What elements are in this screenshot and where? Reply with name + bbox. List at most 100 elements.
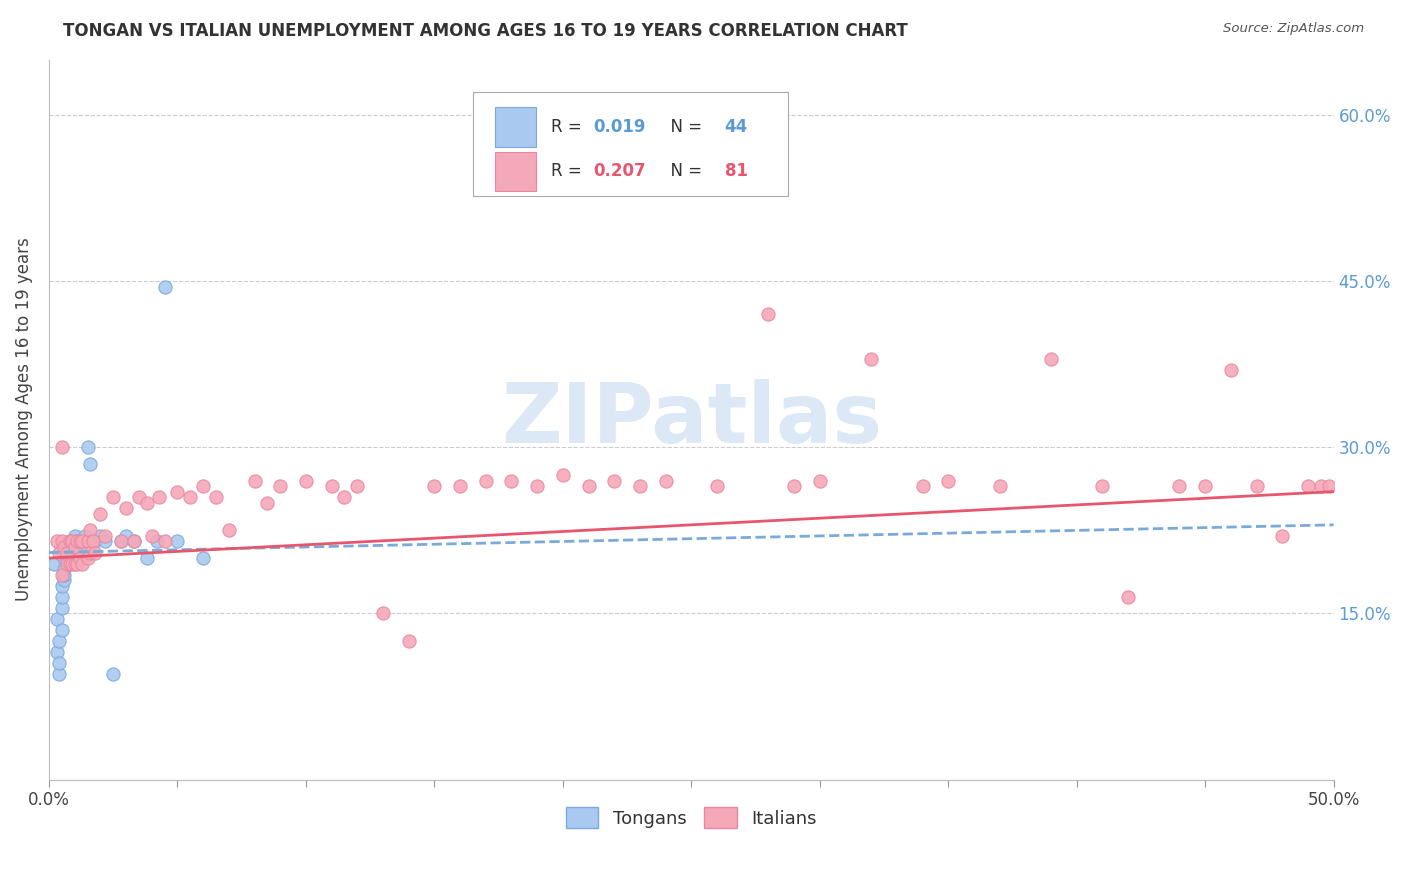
Point bbox=[205, 490, 228, 504]
Point bbox=[63, 557, 86, 571]
Point bbox=[82, 534, 104, 549]
Point bbox=[110, 534, 132, 549]
Text: R =: R = bbox=[551, 118, 588, 136]
Point bbox=[48, 545, 70, 559]
Text: 44: 44 bbox=[724, 118, 748, 136]
Point bbox=[1309, 479, 1331, 493]
Text: TONGAN VS ITALIAN UNEMPLOYMENT AMONG AGES 16 TO 19 YEARS CORRELATION CHART: TONGAN VS ITALIAN UNEMPLOYMENT AMONG AGE… bbox=[63, 22, 908, 40]
Point bbox=[333, 490, 356, 504]
Point bbox=[146, 534, 169, 549]
Point bbox=[79, 524, 101, 538]
Point bbox=[66, 534, 89, 549]
Point bbox=[449, 479, 471, 493]
Point bbox=[860, 351, 883, 366]
Point bbox=[783, 479, 806, 493]
Point bbox=[94, 534, 117, 549]
Point bbox=[135, 496, 157, 510]
Point bbox=[122, 534, 145, 549]
Point bbox=[103, 667, 125, 681]
Point bbox=[60, 557, 83, 571]
Point bbox=[423, 479, 446, 493]
Point bbox=[191, 479, 214, 493]
Point bbox=[53, 573, 76, 587]
Point bbox=[295, 474, 318, 488]
Point bbox=[51, 590, 73, 604]
Text: N =: N = bbox=[661, 162, 707, 180]
Point bbox=[988, 479, 1011, 493]
Point bbox=[1194, 479, 1216, 493]
Point bbox=[936, 474, 959, 488]
Point bbox=[63, 534, 86, 549]
Point bbox=[179, 490, 201, 504]
Point bbox=[321, 479, 343, 493]
Point bbox=[1091, 479, 1114, 493]
Point bbox=[76, 534, 98, 549]
Point bbox=[89, 529, 111, 543]
Point bbox=[191, 551, 214, 566]
Point bbox=[243, 474, 266, 488]
Point bbox=[115, 529, 138, 543]
Point bbox=[115, 501, 138, 516]
Point bbox=[48, 667, 70, 681]
Point bbox=[218, 524, 240, 538]
Point bbox=[66, 557, 89, 571]
Point bbox=[45, 612, 67, 626]
Text: ZIPatlas: ZIPatlas bbox=[501, 379, 882, 460]
Point bbox=[53, 540, 76, 554]
FancyBboxPatch shape bbox=[495, 107, 536, 146]
Point bbox=[148, 490, 170, 504]
Point bbox=[45, 534, 67, 549]
Point bbox=[551, 468, 574, 483]
Point bbox=[398, 634, 420, 648]
Point bbox=[66, 545, 89, 559]
Point bbox=[66, 534, 89, 549]
Point bbox=[63, 540, 86, 554]
Point bbox=[58, 534, 80, 549]
Point bbox=[141, 529, 163, 543]
Point bbox=[526, 479, 548, 493]
Point bbox=[128, 490, 150, 504]
Point bbox=[56, 557, 79, 571]
Point bbox=[51, 567, 73, 582]
Text: 0.019: 0.019 bbox=[593, 118, 647, 136]
Text: 0.207: 0.207 bbox=[593, 162, 647, 180]
Point bbox=[76, 440, 98, 454]
Point bbox=[153, 279, 176, 293]
Point bbox=[346, 479, 368, 493]
Point bbox=[73, 529, 96, 543]
FancyBboxPatch shape bbox=[495, 152, 536, 191]
Point bbox=[56, 557, 79, 571]
Point bbox=[1246, 479, 1268, 493]
Point bbox=[501, 474, 523, 488]
Point bbox=[42, 557, 65, 571]
Point bbox=[1317, 479, 1340, 493]
Point bbox=[256, 496, 278, 510]
Point bbox=[269, 479, 291, 493]
Point bbox=[84, 545, 107, 559]
Point bbox=[122, 534, 145, 549]
Point bbox=[58, 551, 80, 566]
Point bbox=[1296, 479, 1319, 493]
Point bbox=[110, 534, 132, 549]
Point bbox=[808, 474, 831, 488]
Point bbox=[45, 645, 67, 659]
Point bbox=[1116, 590, 1139, 604]
Point bbox=[53, 562, 76, 576]
Point bbox=[654, 474, 676, 488]
Point bbox=[53, 567, 76, 582]
Point bbox=[103, 490, 125, 504]
Text: 81: 81 bbox=[724, 162, 748, 180]
Point bbox=[72, 557, 94, 571]
Point bbox=[76, 551, 98, 566]
Point bbox=[58, 545, 80, 559]
FancyBboxPatch shape bbox=[472, 92, 787, 196]
Point bbox=[51, 579, 73, 593]
Y-axis label: Unemployment Among Ages 16 to 19 years: Unemployment Among Ages 16 to 19 years bbox=[15, 238, 32, 601]
Point bbox=[166, 534, 188, 549]
Point bbox=[153, 534, 176, 549]
Point bbox=[758, 307, 780, 321]
Legend: Tongans, Italians: Tongans, Italians bbox=[558, 800, 824, 836]
Point bbox=[48, 634, 70, 648]
Point bbox=[69, 540, 91, 554]
Point bbox=[135, 551, 157, 566]
